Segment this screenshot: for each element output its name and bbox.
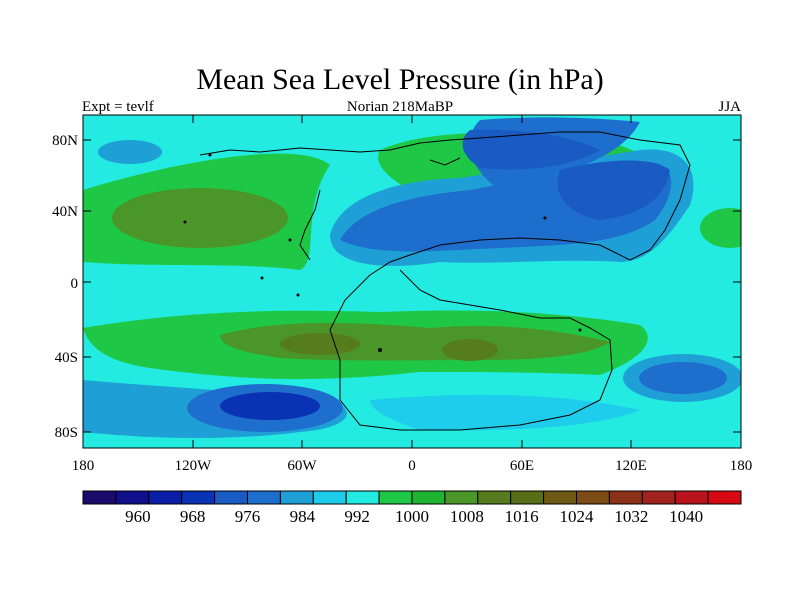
contour-southeast-low-core [639, 362, 727, 394]
contour-north-pacific-core [112, 188, 288, 248]
colorbar-swatch [279, 490, 314, 505]
colorbar-swatch [510, 490, 545, 505]
y-tick-label: 80N [52, 133, 78, 149]
island [288, 238, 292, 242]
colorbar-tick-label: 1032 [614, 507, 649, 526]
island [378, 348, 382, 352]
y-tick-label: 40S [54, 350, 78, 366]
colorbar-tick-label: 960 [125, 507, 151, 526]
plot-title: Mean Sea Level Pressure (in hPa) [196, 63, 604, 96]
colorbar-tick-label: 1008 [449, 507, 484, 526]
colorbar-swatch [674, 490, 709, 505]
colorbar-swatch [543, 490, 577, 505]
tethys-detail [429, 157, 461, 166]
colorbar-swatch [477, 490, 512, 505]
pangaea-coastline [199, 131, 691, 431]
colorbar-tick-label: 1000 [395, 507, 429, 526]
colorbar-swatch [444, 490, 479, 505]
contour-northeast-high [700, 208, 741, 248]
colorbar-swatch [576, 490, 610, 505]
contour-south-high-core-east [442, 339, 498, 361]
island [208, 153, 212, 157]
colorbar-swatch [608, 490, 643, 505]
experiment-label: Expt = tevlf [82, 99, 154, 115]
island [578, 328, 582, 332]
colorbar-tick-label: 984 [289, 507, 316, 526]
contour-north-low-core-west [462, 129, 600, 170]
season-label: JJA [718, 99, 741, 115]
x-tick-label: 120W [174, 458, 212, 474]
colorbar [82, 490, 742, 505]
contour-north-low-core [557, 160, 670, 220]
island [260, 276, 264, 280]
x-tick-label: 180 [71, 458, 95, 474]
x-tick-label: 60E [509, 458, 535, 474]
colorbar-swatch [378, 490, 413, 505]
island [543, 216, 547, 220]
colorbar-tick-label: 968 [179, 507, 206, 526]
colorbar-swatch [312, 490, 347, 505]
y-tick-label: 0 [70, 276, 79, 292]
island [296, 293, 300, 297]
island [183, 220, 187, 224]
colorbar-swatch [411, 490, 446, 505]
y-tick-label: 80S [54, 425, 78, 441]
contour-south-high-core-west [280, 333, 360, 355]
axis-ticks [83, 115, 741, 448]
colorbar-swatch [148, 490, 183, 505]
x-tick-label: 180 [729, 458, 753, 474]
colorbar-swatch [82, 490, 117, 505]
colorbar-swatch [247, 490, 281, 505]
y-tick-label: 40N [52, 204, 78, 220]
west-coast-detail [299, 189, 321, 261]
colorbar-tick-label: 992 [344, 507, 370, 526]
colorbar-tick-label: 1040 [669, 507, 704, 526]
colorbar-swatch [641, 490, 676, 505]
colorbar-tick-label: 976 [234, 507, 261, 526]
x-tick-label: 120E [615, 458, 647, 474]
colorbar-swatch [707, 490, 742, 505]
colorbar-swatch [345, 490, 380, 505]
colorbar-tick-label: 1024 [559, 507, 594, 526]
colorbar-tick-label: 1016 [504, 507, 539, 526]
period-label: Norian 218MaBP [346, 99, 454, 115]
colorbar-swatch [181, 490, 216, 505]
colorbar-swatch [214, 490, 249, 505]
x-tick-label: 0 [408, 458, 416, 474]
contour-southwest-low-core [220, 392, 320, 420]
contour-northwest-low [98, 140, 162, 164]
x-tick-label: 60W [287, 458, 317, 474]
contour-south-central [370, 394, 640, 431]
colorbar-swatch [115, 490, 150, 505]
